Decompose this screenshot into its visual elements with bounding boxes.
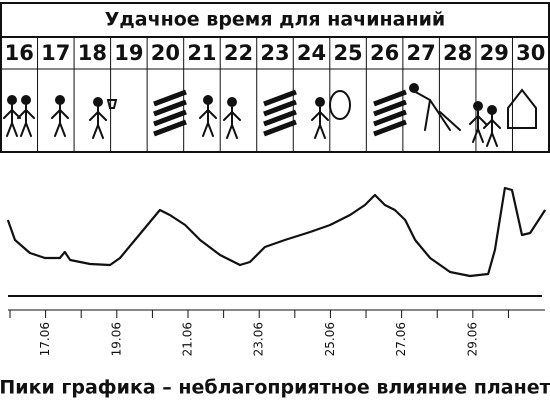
x-tick-label: 17.06 xyxy=(38,322,52,356)
line xyxy=(6,186,547,278)
chart: 17.06 19.06 21.06 23.06 25.06 27.06 29.06 xyxy=(6,186,547,356)
day-number: 28 xyxy=(443,41,472,65)
x-tick-label: 21.06 xyxy=(181,322,195,356)
day-number: 17 xyxy=(41,41,70,65)
day-number: 18 xyxy=(78,41,107,65)
day-number: 24 xyxy=(297,41,326,65)
day-number: 21 xyxy=(187,41,216,65)
table: Удачное время для начинаний 16 17 18 19 20 21… xyxy=(0,2,550,153)
table-title: Удачное время для начинаний xyxy=(105,9,445,31)
x-tick-label: 29.06 xyxy=(465,322,479,356)
day-number: 16 xyxy=(5,41,34,65)
day-number: 20 xyxy=(151,41,180,65)
day-number: 27 xyxy=(407,41,436,65)
day-number: 22 xyxy=(224,41,253,65)
day-number: 26 xyxy=(370,41,399,65)
day-number: 19 xyxy=(114,41,143,65)
x-tick-label: 19.06 xyxy=(109,322,123,356)
x-tick-label: 27.06 xyxy=(394,322,408,356)
day-number: 30 xyxy=(516,41,545,65)
day-number: 29 xyxy=(480,41,509,65)
caption: Пики графика – неблагоприятное влияние п… xyxy=(0,377,550,399)
x-tick-label: 23.06 xyxy=(252,322,266,356)
icons xyxy=(3,83,537,147)
day-number: 25 xyxy=(333,41,362,65)
table-frame xyxy=(0,2,550,153)
day-number: 23 xyxy=(260,41,289,65)
x-tick-label: 25.06 xyxy=(323,322,337,356)
